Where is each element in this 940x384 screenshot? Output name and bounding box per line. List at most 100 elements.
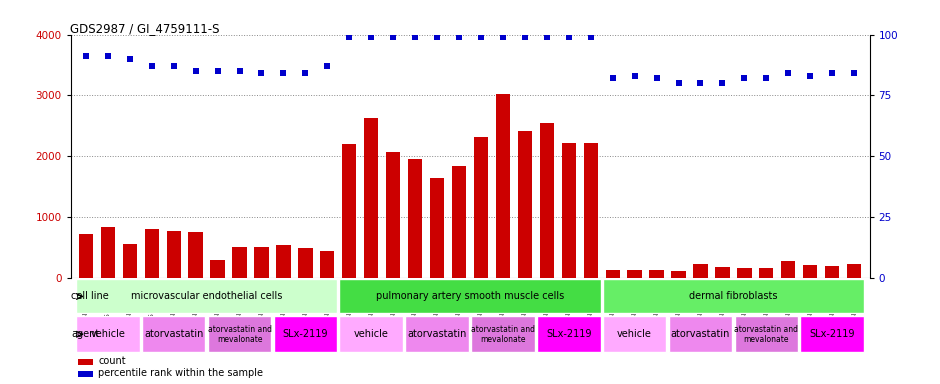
Point (385, 34, 400, 40)
Point (495, 34, 510, 40)
Bar (298, 248, 312, 278)
Bar (78, 371, 93, 377)
Point (781, 70, 796, 76)
Point (561, 34, 576, 40)
Point (144, 63, 159, 69)
Bar (540, 123, 554, 278)
Bar (603, 316, 666, 353)
Bar (166, 232, 180, 278)
Bar (76, 316, 140, 353)
Bar (364, 118, 379, 278)
Bar (668, 316, 732, 353)
Bar (800, 316, 864, 353)
Point (122, 56, 137, 62)
Bar (584, 143, 598, 278)
Bar (650, 270, 664, 278)
Point (627, 73, 642, 79)
Bar (715, 267, 729, 278)
Text: SLx-2119: SLx-2119 (546, 329, 591, 339)
Bar (671, 271, 685, 278)
Point (101, 53, 116, 60)
Bar (145, 229, 159, 278)
Point (298, 70, 313, 76)
Bar (471, 316, 535, 353)
Bar (76, 280, 337, 313)
Bar (518, 131, 532, 278)
Bar (495, 94, 510, 278)
Bar (255, 247, 269, 278)
Text: count: count (99, 356, 126, 366)
Bar (78, 359, 93, 365)
Bar (452, 166, 466, 278)
Bar (803, 265, 818, 278)
Bar (208, 316, 272, 353)
Point (364, 34, 379, 40)
Text: atorvastatin and
mevalonate: atorvastatin and mevalonate (471, 324, 535, 344)
Bar (342, 144, 356, 278)
Text: vehicle: vehicle (618, 329, 652, 339)
Text: agent: agent (70, 329, 100, 339)
Bar (321, 251, 335, 278)
Text: pulmonary artery smooth muscle cells: pulmonary artery smooth muscle cells (376, 291, 564, 301)
Bar (408, 159, 422, 278)
Point (188, 68, 203, 74)
Bar (694, 264, 708, 278)
Point (649, 75, 664, 81)
Bar (737, 268, 751, 278)
Bar (101, 227, 115, 278)
Bar (232, 247, 246, 278)
Text: atorvastatin and
mevalonate: atorvastatin and mevalonate (734, 324, 798, 344)
Text: cell line: cell line (70, 291, 109, 301)
Bar (79, 234, 93, 278)
Point (276, 70, 291, 76)
Text: vehicle: vehicle (353, 329, 388, 339)
Point (232, 68, 247, 74)
Bar (405, 316, 469, 353)
Point (803, 73, 818, 79)
Bar (339, 280, 601, 313)
Bar (211, 260, 225, 278)
Text: SLx-2119: SLx-2119 (809, 329, 855, 339)
Point (737, 75, 752, 81)
Point (605, 75, 620, 81)
Bar (734, 316, 798, 353)
Text: atorvastatin: atorvastatin (407, 329, 467, 339)
Point (583, 34, 598, 40)
Bar (603, 280, 864, 313)
Point (210, 68, 225, 74)
Bar (561, 143, 576, 278)
Point (671, 80, 686, 86)
Text: microvascular endothelial cells: microvascular endothelial cells (131, 291, 282, 301)
Text: vehicle: vehicle (90, 329, 125, 339)
Bar (605, 270, 619, 278)
Text: SLx-2119: SLx-2119 (283, 329, 328, 339)
Point (430, 34, 445, 40)
Bar (339, 316, 403, 353)
Point (474, 34, 489, 40)
Bar (847, 264, 861, 278)
Text: atorvastatin: atorvastatin (671, 329, 730, 339)
Point (824, 70, 839, 76)
Bar (430, 178, 445, 278)
Bar (537, 316, 601, 353)
Bar (386, 152, 400, 278)
Bar (760, 268, 774, 278)
Point (759, 75, 774, 81)
Bar (781, 261, 795, 278)
Bar (189, 232, 203, 278)
Point (342, 34, 357, 40)
Text: dermal fibroblasts: dermal fibroblasts (689, 291, 777, 301)
Point (715, 80, 730, 86)
Point (693, 80, 708, 86)
Point (320, 63, 335, 69)
Text: atorvastatin and
mevalonate: atorvastatin and mevalonate (208, 324, 272, 344)
Bar (825, 266, 839, 278)
Point (540, 34, 555, 40)
Bar (628, 270, 642, 278)
Text: percentile rank within the sample: percentile rank within the sample (99, 368, 263, 378)
Point (451, 34, 466, 40)
Point (78, 53, 93, 60)
Point (166, 63, 181, 69)
Point (254, 70, 269, 76)
Bar (122, 243, 137, 278)
